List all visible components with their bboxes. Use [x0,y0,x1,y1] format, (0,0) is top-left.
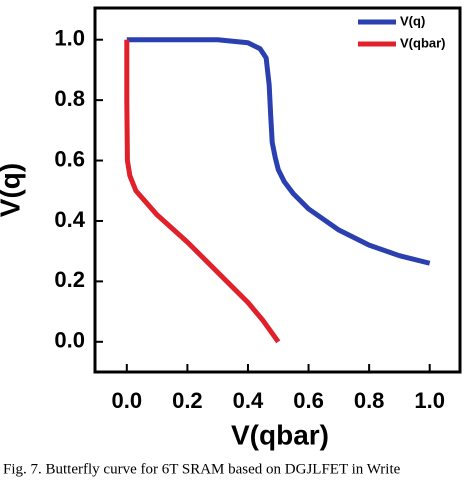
x-tick-label: 0.8 [354,388,385,413]
x-tick-label: 1.0 [414,388,445,413]
plot-frame [93,6,462,374]
x-tick-label: 0.4 [233,388,264,413]
y-tick-label: 0.0 [54,328,85,353]
x-tick-label: 0.0 [112,388,143,413]
y-tick-label: 0.8 [54,86,85,111]
x-tick-label: 0.6 [293,388,324,413]
legend-label: V(qbar) [400,35,446,50]
y-tick-label: 0.6 [54,146,85,171]
series-line [124,39,281,344]
y-tick-label: 0.4 [54,207,85,232]
y-tick-label: 0.2 [54,267,85,292]
caption: Fig. 7. Butterfly curve for 6T SRAM base… [3,461,401,477]
x-axis-label: V(qbar) [231,419,329,450]
legend-label: V(q) [400,13,425,28]
y-tick-label: 1.0 [54,26,85,51]
x-tick-label: 0.2 [172,388,203,413]
y-axis-label: V(q) [0,163,25,217]
series-line [126,37,431,266]
